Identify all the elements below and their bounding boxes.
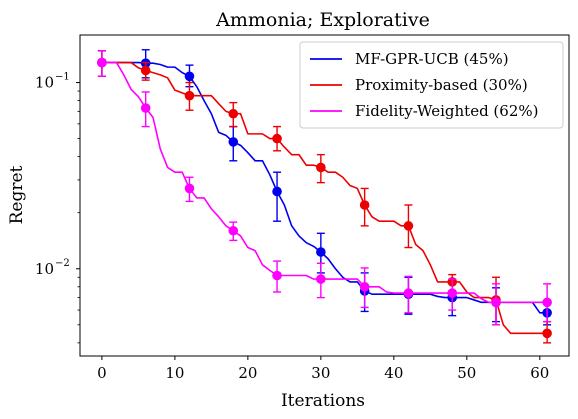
data-point <box>184 90 195 101</box>
data-point <box>359 281 370 292</box>
data-point <box>491 297 501 308</box>
data-point <box>272 186 282 197</box>
data-point <box>316 247 326 257</box>
plot-frame <box>79 34 570 357</box>
data-point <box>140 103 151 113</box>
legend-entry: Fidelity-Weighted (62%) <box>310 102 538 120</box>
data-point <box>97 57 107 68</box>
legend: MF-GPR-UCB (45%) Proximity-based (30%) Fid… <box>299 41 564 129</box>
legend-entry: MF-GPR-UCB (45%) <box>310 50 509 68</box>
data-point <box>272 270 282 281</box>
x-tick-label: 20 <box>238 364 257 382</box>
data-point <box>272 133 282 144</box>
y-axis-label: Regret <box>7 165 27 224</box>
legend-box <box>299 41 564 129</box>
data-point <box>447 288 458 298</box>
data-point <box>184 71 195 82</box>
data-point <box>228 137 239 147</box>
x-tick-label: 30 <box>311 364 330 382</box>
series-3 <box>97 50 552 326</box>
legend-label: Fidelity-Weighted (62%) <box>355 102 538 120</box>
y-tick-exponent: −2 <box>55 258 70 269</box>
error-bar <box>273 171 282 222</box>
data-point <box>542 297 552 308</box>
legend-label: MF-GPR-UCB (45%) <box>355 50 509 68</box>
data-point <box>403 288 414 298</box>
x-tick-label: 40 <box>384 364 403 382</box>
data-point <box>542 328 552 339</box>
x-tick-label: 60 <box>530 364 549 382</box>
x-tick-label: 10 <box>165 364 184 382</box>
x-tick-label: 50 <box>457 364 476 382</box>
data-point <box>403 221 414 231</box>
chart-title: Ammonia; Explorative <box>215 9 430 31</box>
data-point <box>228 225 239 236</box>
data-point <box>140 65 151 76</box>
data-point <box>184 183 195 194</box>
data-point <box>316 162 326 173</box>
y-tick-label: 10 <box>35 74 54 92</box>
series-line-1 <box>101 61 548 314</box>
legend-label: Proximity-based (30%) <box>355 76 528 94</box>
data-point <box>228 108 239 119</box>
x-tick-label: 0 <box>97 364 107 382</box>
plot-area <box>97 49 552 344</box>
x-axis-label: Iterations <box>281 391 365 411</box>
y-tick-exponent: −1 <box>55 72 70 83</box>
data-point <box>316 274 326 284</box>
legend-entry: Proximity-based (30%) <box>310 76 528 94</box>
data-point <box>359 200 370 210</box>
y-tick-label: 10 <box>35 260 54 278</box>
series-2 <box>97 50 552 344</box>
